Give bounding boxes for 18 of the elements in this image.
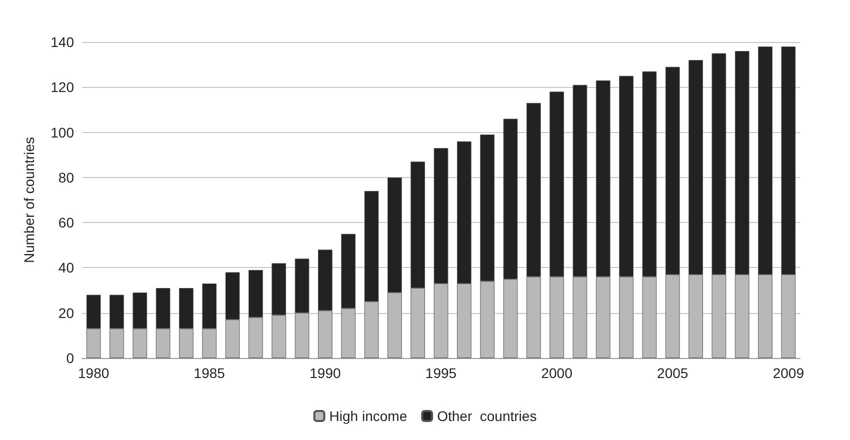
y-tick-label: 60	[58, 214, 74, 231]
x-tick-label: 2005	[657, 365, 688, 381]
y-axis-title: Number of countries	[21, 136, 37, 264]
x-tick-label: 1980	[78, 365, 110, 381]
y-tick-label: 140	[50, 34, 74, 50]
x-tick-label: 1985	[194, 365, 226, 381]
y-tick-label: 100	[50, 124, 74, 140]
y-tick-label: 0	[66, 350, 74, 366]
x-tick-label: 2000	[541, 365, 573, 381]
y-tick-label: 80	[58, 169, 74, 186]
y-tick-label: 120	[50, 79, 74, 96]
y-tick-label: 40	[58, 260, 74, 276]
legend-label: High income	[329, 408, 408, 424]
legend-label: Other countries	[437, 408, 537, 424]
x-tick-label: 2009	[772, 365, 804, 381]
x-tick-label: 1990	[310, 365, 341, 381]
x-tick-label: 1995	[425, 365, 457, 381]
y-tick-label: 20	[58, 304, 74, 321]
